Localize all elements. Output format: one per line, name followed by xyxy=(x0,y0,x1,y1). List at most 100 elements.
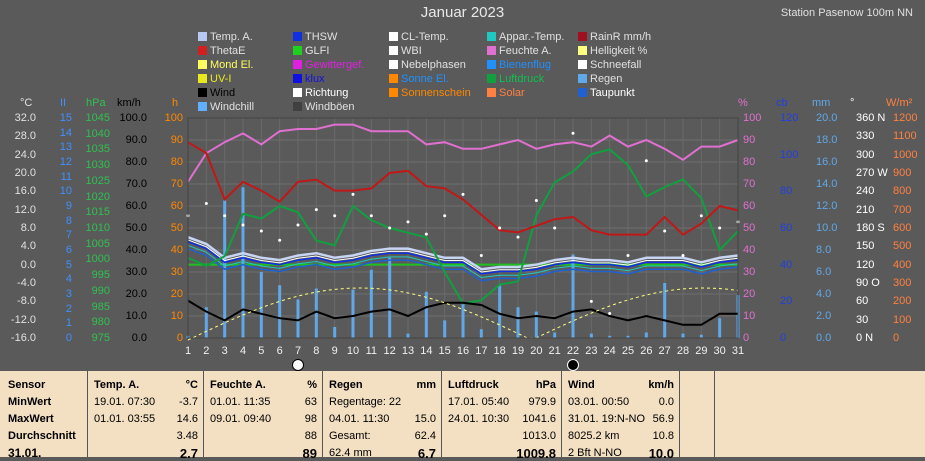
legend-item: ThetaE xyxy=(198,45,245,57)
axis-tick-label: 80 xyxy=(780,185,793,198)
legend-label: GLFI xyxy=(305,45,330,57)
legend-label: CL-Temp. xyxy=(401,31,449,43)
legend-label: WBI xyxy=(401,45,422,57)
x-tick-label: 10 xyxy=(346,345,360,357)
table-column: Regen mm Regentage: 22 04.01. 11:30 15.0 Gesa… xyxy=(322,371,442,461)
axis-tick-label: 1045 xyxy=(85,112,110,124)
x-tick-label: 2 xyxy=(203,345,210,357)
cell-time: 24.01. 10:30 xyxy=(448,413,510,425)
axis-tick-label: -4.0 xyxy=(17,277,36,289)
legend-item: Windchill xyxy=(198,101,254,113)
axis-tick-label: 12.0 xyxy=(816,200,838,212)
rain-bar xyxy=(626,335,630,338)
column-title: Luftdruck xyxy=(448,379,499,391)
legend-label: Wind xyxy=(210,87,236,99)
legend-swatch xyxy=(293,88,302,97)
rain-bar xyxy=(278,285,282,338)
legend-item: Feuchte A. xyxy=(487,45,552,57)
cell-value: 1009.8 xyxy=(516,446,556,461)
column-unit: °C xyxy=(185,379,198,391)
x-tick-label: 24 xyxy=(603,345,616,357)
legend-item: Bienenflug xyxy=(487,59,551,71)
rain-bar xyxy=(516,307,520,338)
legend-swatch xyxy=(198,60,207,69)
full-moon-icon xyxy=(292,359,304,371)
wind-direction-dot xyxy=(296,223,300,227)
axis-tick-label: 80 xyxy=(743,156,756,168)
wind-direction-dot xyxy=(461,192,465,196)
legend-item: Helligkeit % xyxy=(578,45,647,57)
wind-direction-dot xyxy=(259,229,263,233)
column-unit: % xyxy=(307,379,317,391)
column-title: Temp. A. xyxy=(94,379,140,391)
rain-bar xyxy=(314,288,318,338)
legend-swatch xyxy=(198,46,207,55)
axis-tick-label: 1100 xyxy=(893,130,917,143)
x-tick-label: 8 xyxy=(313,345,320,357)
legend-swatch xyxy=(578,60,587,69)
x-tick-label: 25 xyxy=(621,345,635,357)
axis-tick-label: 10.0 xyxy=(125,310,147,322)
legend-item: klux xyxy=(293,73,325,85)
legend-item: GLFI xyxy=(293,45,329,57)
axis-tick-label: 210 xyxy=(856,203,875,216)
x-tick-label: 9 xyxy=(331,345,338,357)
legend-label: Gewittergef. xyxy=(305,59,365,71)
axis-tick-label: 0 xyxy=(65,332,72,344)
wind-direction-dot xyxy=(223,214,227,218)
axis-tick-label: 20 xyxy=(780,295,793,308)
rain-bar xyxy=(461,302,465,338)
wind-direction-dot xyxy=(278,238,282,242)
axis-tick-label: 60 xyxy=(780,222,793,234)
table-column: Luftdruck hPa 17.01. 05:40 979.9 24.01. 10:3… xyxy=(441,371,562,461)
x-tick-label: 22 xyxy=(566,345,580,357)
wind-direction-dot xyxy=(589,299,593,303)
legend-item: Sonnenschein xyxy=(389,87,471,99)
axis-tick-label: 1025 xyxy=(85,174,110,187)
axis-unit: cb xyxy=(776,97,788,109)
axis-tick-label: 9 xyxy=(65,200,72,212)
wind-direction-dot xyxy=(681,254,685,257)
x-tick-label: 17 xyxy=(475,345,488,357)
legend-label: Luftdruck xyxy=(499,73,545,85)
rain-bar xyxy=(259,272,263,338)
axis-tick-label: 100 xyxy=(164,112,183,124)
axis-tick-label: 0 xyxy=(743,332,750,344)
x-tick-label: 14 xyxy=(420,345,433,357)
wind-direction-dot xyxy=(333,214,337,218)
axis-tick-label: 200 xyxy=(893,295,912,308)
axis-unit: mm xyxy=(812,97,831,109)
rain-bar xyxy=(479,329,483,338)
axis-tick-label: 18.0 xyxy=(816,134,838,146)
axis-tick-label: 50 xyxy=(743,222,756,234)
axis-tick-label: 30 xyxy=(170,266,183,278)
axis-tick-label: 10 xyxy=(59,185,72,198)
legend-item: UV-I xyxy=(198,73,231,85)
axis-tick-label: 8.0 xyxy=(816,244,832,256)
axis-tick-label: 12.0 xyxy=(14,203,36,216)
legend-item: Windböen xyxy=(293,101,355,113)
axis-tick-label: 20.0 xyxy=(14,167,36,179)
column-title: Regen xyxy=(329,379,363,391)
cell-time: 19.01. 07:30 xyxy=(94,396,156,408)
axis-tick-label: 900 xyxy=(893,167,912,179)
axis-tick-label: 0 xyxy=(893,332,900,344)
plot-border xyxy=(187,117,739,339)
legend-label: Sonne El. xyxy=(401,73,449,85)
axis-tick-label: 16.0 xyxy=(816,156,838,168)
cell-value: 0.0 xyxy=(658,396,674,408)
axis-tick-label: 7 xyxy=(65,229,72,242)
axis-tick-label: 70 xyxy=(170,178,183,190)
axis-tick-label: 90.0 xyxy=(125,134,147,146)
axis-tick-label: -8.0 xyxy=(17,295,36,308)
cell-value: 2.7 xyxy=(179,446,198,461)
weather-chart xyxy=(186,117,740,341)
legend-item: Appar.-Temp. xyxy=(487,31,564,43)
wind-direction-dot xyxy=(351,192,355,196)
axis-tick-label: 100 xyxy=(743,112,762,124)
axis-tick-label: 1020 xyxy=(85,190,110,203)
legend-label: UV-I xyxy=(210,73,232,85)
axis-tick-label: 13 xyxy=(59,141,72,154)
wind-direction-dot xyxy=(699,214,703,218)
cell-value: 89 xyxy=(302,446,317,461)
